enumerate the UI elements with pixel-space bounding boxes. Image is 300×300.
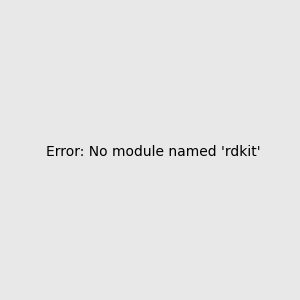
Text: Error: No module named 'rdkit': Error: No module named 'rdkit' — [46, 145, 261, 158]
